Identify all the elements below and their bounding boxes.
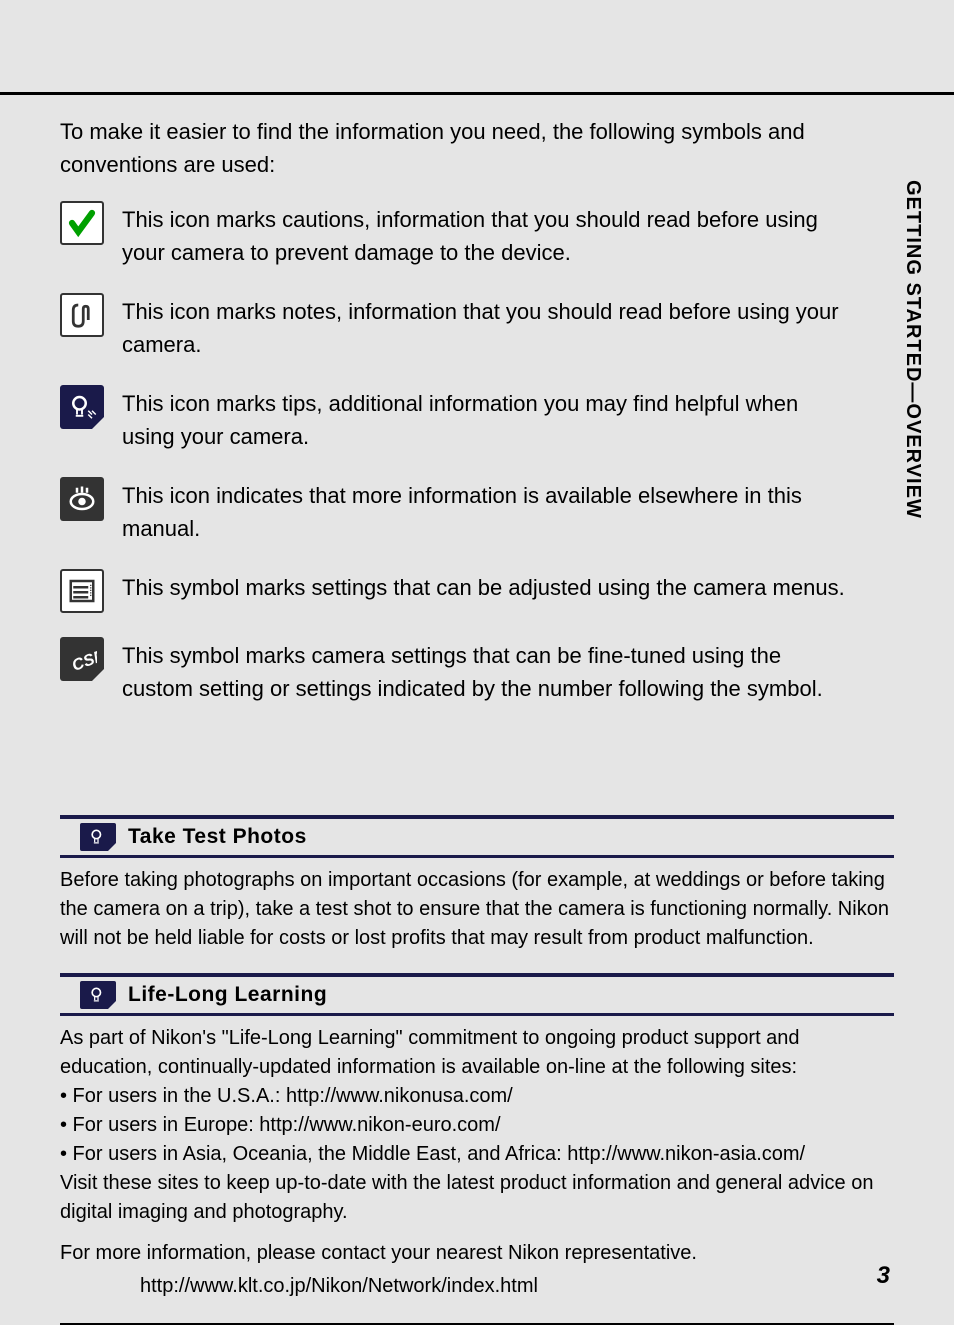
callout-lifelong-learning: Life-Long Learning As part of Nikon's "L… xyxy=(60,973,894,1325)
callout-header: Take Test Photos xyxy=(60,815,894,858)
tip-icon xyxy=(80,823,116,851)
list-item: • For users in the U.S.A.: http://www.ni… xyxy=(60,1082,894,1111)
reference-icon xyxy=(60,477,104,521)
icon-legend-row: This icon indicates that more informatio… xyxy=(60,477,894,545)
csm-icon: CSM xyxy=(60,637,104,681)
icon-legend-text: This icon marks notes, information that … xyxy=(122,293,894,361)
menu-icon xyxy=(60,569,104,613)
list-item: • For users in Europe: http://www.nikon-… xyxy=(60,1111,894,1140)
icon-legend-text: This symbol marks camera settings that c… xyxy=(122,637,894,705)
callout-title: Take Test Photos xyxy=(128,825,307,849)
page-number: 3 xyxy=(877,1262,890,1290)
callout-title: Life-Long Learning xyxy=(128,983,327,1007)
icon-legend-text: This symbol marks settings that can be a… xyxy=(122,569,894,604)
side-tab-label: GETTING STARTED—OVERVIEW xyxy=(901,180,924,519)
icon-legend-text: This icon indicates that more informatio… xyxy=(122,477,894,545)
page-top-band xyxy=(0,0,954,95)
icon-legend-row: This icon marks notes, information that … xyxy=(60,293,894,361)
callout-intro: As part of Nikon's "Life-Long Learning" … xyxy=(60,1024,894,1082)
callout-list: • For users in the U.S.A.: http://www.ni… xyxy=(60,1082,894,1169)
icon-legend-row: This icon marks tips, additional informa… xyxy=(60,385,894,453)
icon-legend-row: This icon marks cautions, information th… xyxy=(60,201,894,269)
note-icon xyxy=(60,293,104,337)
caution-icon xyxy=(60,201,104,245)
icon-legend-text: This icon marks tips, additional informa… xyxy=(122,385,894,453)
callout-test-photos: Take Test Photos Before taking photograp… xyxy=(60,815,894,953)
icon-legend-text: This icon marks cautions, information th… xyxy=(122,201,894,269)
icon-legend-row: CSM This symbol marks camera settings th… xyxy=(60,637,894,705)
main-content: To make it easier to find the informatio… xyxy=(0,95,954,1325)
callout-outro: Visit these sites to keep up-to-date wit… xyxy=(60,1169,894,1227)
icon-legend-row: This symbol marks settings that can be a… xyxy=(60,569,894,613)
intro-paragraph: To make it easier to find the informatio… xyxy=(60,115,894,181)
callout-body: Before taking photographs on important o… xyxy=(60,858,894,953)
contact-line: For more information, please contact you… xyxy=(60,1227,894,1268)
callout-body: As part of Nikon's "Life-Long Learning" … xyxy=(60,1016,894,1311)
tip-icon xyxy=(60,385,104,429)
callout-header: Life-Long Learning xyxy=(60,973,894,1016)
tip-icon xyxy=(80,981,116,1009)
list-item: • For users in Asia, Oceania, the Middle… xyxy=(60,1140,894,1169)
contact-url: http://www.klt.co.jp/Nikon/Network/index… xyxy=(60,1268,894,1311)
